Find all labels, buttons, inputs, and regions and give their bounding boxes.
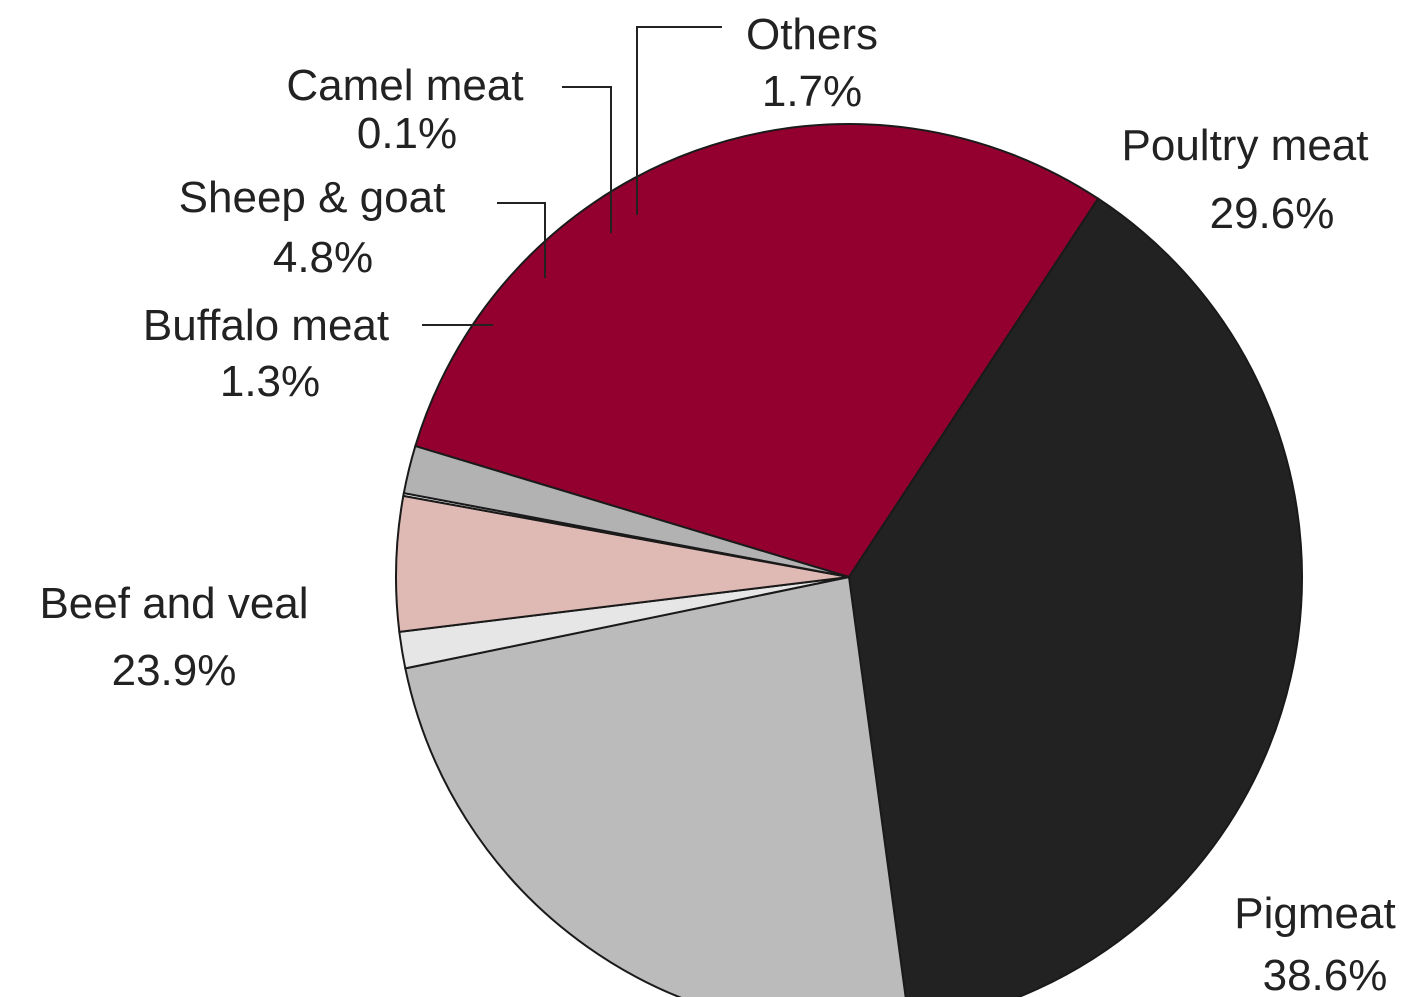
slice-label-others: Others (746, 10, 878, 59)
pie-slice-pigmeat (847, 197, 1303, 997)
slice-value-sheep-goat: 4.8% (273, 233, 373, 282)
leader-line-others (636, 26, 722, 215)
leader-line-camel-meat (562, 86, 612, 233)
slice-label-camel-meat: Camel meat (286, 61, 523, 110)
slice-label-pigmeat: Pigmeat (1234, 889, 1395, 938)
slice-value-camel-meat: 0.1% (357, 109, 457, 158)
slice-value-others: 1.7% (762, 67, 862, 116)
slice-value-poultry-meat: 29.6% (1210, 189, 1335, 238)
slice-label-poultry-meat: Poultry meat (1122, 121, 1369, 170)
slice-value-buffalo-meat: 1.3% (220, 357, 320, 406)
pie-slice-poultry-meat (414, 123, 1100, 579)
leader-line-sheep-goat (497, 202, 546, 278)
slice-label-buffalo-meat: Buffalo meat (143, 301, 389, 350)
slice-value-pigmeat: 38.6% (1263, 951, 1388, 997)
slice-label-sheep-goat: Sheep & goat (179, 173, 446, 222)
pie-slice-beef-and-veal (404, 575, 907, 997)
slice-value-beef-and-veal: 23.9% (112, 646, 237, 695)
pie-slice-others (402, 444, 850, 578)
slice-label-beef-and-veal: Beef and veal (39, 579, 308, 628)
